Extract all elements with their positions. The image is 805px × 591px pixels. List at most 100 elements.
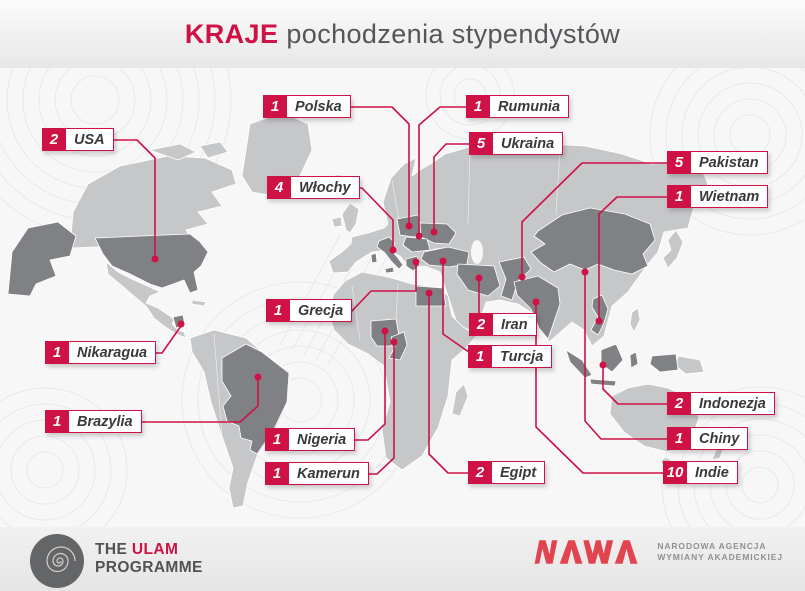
country-indonesia bbox=[565, 343, 679, 387]
country-label-grecja: 1 Grecja bbox=[266, 299, 353, 322]
country-count-indonezja: 2 bbox=[667, 392, 691, 415]
ulam-the: THE bbox=[95, 541, 128, 558]
nawa-agency-text: NARODOWA AGENCJA WYMIANY AKADEMICKIEJ bbox=[657, 541, 783, 563]
country-label-indie: 10 Indie bbox=[663, 461, 738, 484]
country-count-brazylia: 1 bbox=[45, 410, 69, 433]
country-romania bbox=[402, 236, 431, 253]
country-label-nikaragua: 1 Nikaragua bbox=[45, 341, 157, 364]
marker-dot-kamerun bbox=[390, 338, 398, 346]
internal-borders bbox=[213, 149, 561, 437]
connector-wietnam bbox=[598, 196, 675, 321]
country-name-wlochy: Włochy bbox=[291, 176, 360, 199]
ulam-programme-text: THE ULAM PROGRAMME bbox=[95, 541, 203, 577]
caribbean bbox=[191, 299, 207, 307]
marker-dot-chiny bbox=[581, 268, 589, 276]
country-name-wietnam: Wietnam bbox=[691, 185, 769, 208]
page-title: KRAJE pochodzenia stypendystów bbox=[185, 19, 620, 50]
country-count-chiny: 1 bbox=[667, 427, 691, 450]
country-label-wietnam: 1 Wietnam bbox=[667, 185, 769, 208]
country-label-nigeria: 1 Nigeria bbox=[265, 428, 356, 451]
country-name-grecja: Grecja bbox=[290, 299, 353, 322]
country-name-egipt: Egipt bbox=[492, 461, 546, 484]
marker-dot-indie bbox=[532, 298, 540, 306]
country-label-chiny: 1 Chiny bbox=[667, 427, 749, 450]
marker-dot-grecja bbox=[412, 258, 420, 266]
country-label-usa: 2 USA bbox=[42, 128, 114, 151]
mexico-central-america bbox=[105, 261, 187, 339]
connector-chiny bbox=[584, 272, 675, 440]
country-name-indonezja: Indonezja bbox=[691, 392, 775, 415]
country-name-brazylia: Brazylia bbox=[69, 410, 142, 433]
country-alaska bbox=[7, 221, 77, 297]
footer-band: THE ULAM PROGRAMME NARODOWA AGENCJA WYMI… bbox=[0, 527, 805, 591]
country-china bbox=[530, 207, 656, 275]
connector-brazylia bbox=[125, 377, 259, 423]
marker-dot-egipt bbox=[425, 289, 433, 297]
country-label-ukraina: 5 Ukraina bbox=[469, 132, 564, 155]
country-label-brazylia: 1 Brazylia bbox=[45, 410, 142, 433]
connector-rumunia bbox=[418, 106, 474, 236]
connector-pakistan bbox=[521, 162, 675, 277]
country-name-iran: Iran bbox=[493, 313, 537, 336]
country-pakistan bbox=[498, 256, 532, 301]
country-count-iran: 2 bbox=[469, 313, 493, 336]
connector-polska bbox=[328, 106, 410, 226]
connector-turcja bbox=[442, 261, 477, 358]
continents bbox=[69, 111, 733, 509]
country-name-usa: USA bbox=[66, 128, 114, 151]
country-name-nigeria: Nigeria bbox=[289, 428, 356, 451]
country-name-pakistan: Pakistan bbox=[691, 151, 768, 174]
header-band: KRAJE pochodzenia stypendystów bbox=[0, 0, 805, 68]
country-india bbox=[513, 275, 561, 340]
agency-line2: WYMIANY AKADEMICKIEJ bbox=[657, 552, 783, 562]
marker-dot-rumunia bbox=[415, 232, 423, 240]
marker-dot-turcja bbox=[439, 257, 447, 265]
marker-dot-pakistan bbox=[518, 273, 526, 281]
country-count-kamerun: 1 bbox=[265, 462, 289, 485]
country-label-turcja: 1 Turcja bbox=[468, 345, 553, 368]
country-name-indie: Indie bbox=[687, 461, 738, 484]
country-brazil bbox=[221, 343, 290, 455]
country-count-indie: 10 bbox=[663, 461, 687, 484]
ulam-programme-logo: THE ULAM PROGRAMME bbox=[25, 531, 285, 588]
country-label-pakistan: 5 Pakistan bbox=[667, 151, 768, 174]
marker-dot-usa bbox=[151, 255, 159, 263]
philippines bbox=[629, 307, 641, 333]
arctic-islands bbox=[149, 141, 229, 161]
country-label-wlochy: 4 Włochy bbox=[267, 176, 360, 199]
marker-dot-nikaragua bbox=[177, 320, 185, 328]
connector-indonezja bbox=[602, 365, 675, 405]
country-egypt bbox=[415, 285, 447, 307]
country-name-polska: Polska bbox=[287, 95, 351, 118]
marker-dot-wietnam bbox=[595, 317, 603, 325]
country-count-ukraina: 5 bbox=[469, 132, 493, 155]
spiral-icon bbox=[30, 534, 84, 588]
uk-ireland bbox=[331, 202, 360, 234]
connector-ukraina bbox=[433, 143, 477, 232]
country-label-polska: 1 Polska bbox=[263, 95, 351, 118]
country-name-chiny: Chiny bbox=[691, 427, 749, 450]
country-label-indonezja: 2 Indonezja bbox=[667, 392, 775, 415]
nawa-logo-block: NARODOWA AGENCJA WYMIANY AKADEMICKIEJ bbox=[533, 537, 783, 567]
japan bbox=[662, 229, 684, 269]
country-name-nikaragua: Nikaragua bbox=[69, 341, 157, 364]
marker-dot-indonezja bbox=[599, 361, 607, 369]
country-count-nigeria: 1 bbox=[265, 428, 289, 451]
madagascar bbox=[451, 383, 469, 417]
country-count-nikaragua: 1 bbox=[45, 341, 69, 364]
marker-dot-polska bbox=[405, 222, 413, 230]
marker-dot-wlochy bbox=[389, 246, 397, 254]
marker-dot-brazylia bbox=[254, 373, 262, 381]
country-name-kamerun: Kamerun bbox=[289, 462, 369, 485]
country-count-pakistan: 5 bbox=[667, 151, 691, 174]
country-count-wietnam: 1 bbox=[667, 185, 691, 208]
africa bbox=[327, 271, 477, 471]
nawa-logo-icon bbox=[534, 540, 638, 564]
country-label-iran: 2 Iran bbox=[469, 313, 537, 336]
marker-dot-ukraina bbox=[430, 228, 438, 236]
country-name-turcja: Turcja bbox=[492, 345, 553, 368]
country-count-grecja: 1 bbox=[266, 299, 290, 322]
country-count-polska: 1 bbox=[263, 95, 287, 118]
